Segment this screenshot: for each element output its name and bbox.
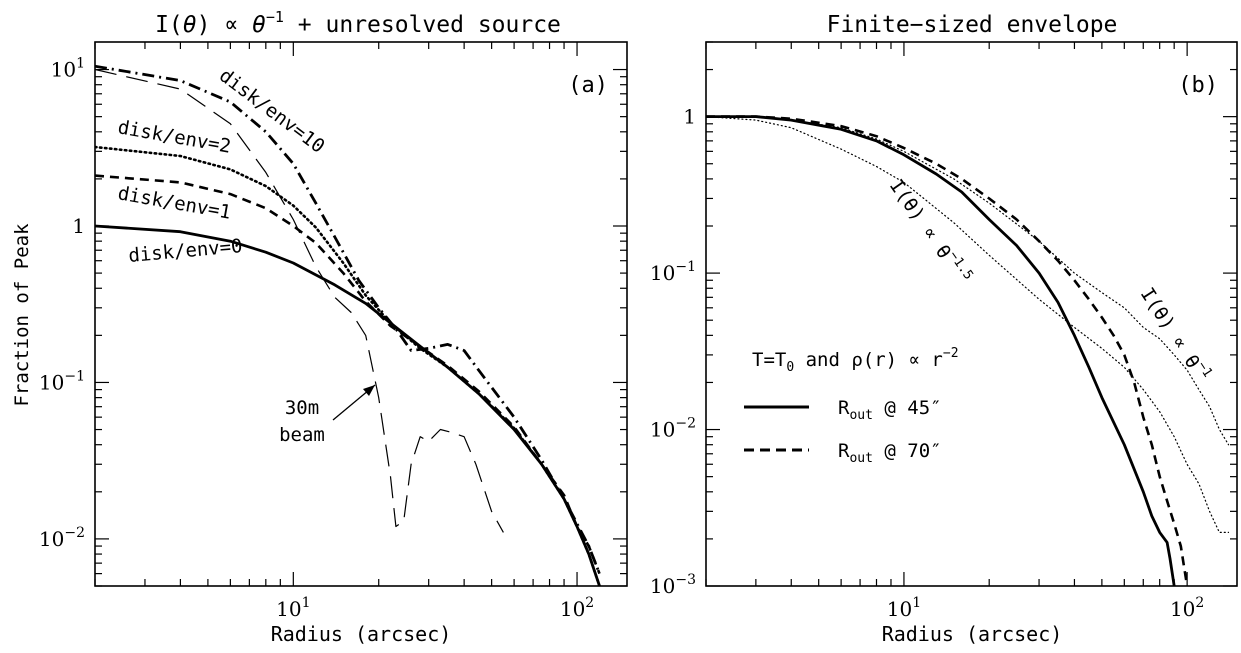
panel-a-label: (a) [568, 73, 608, 98]
x-tick-label: 101 [276, 595, 310, 621]
series-line-a-2 [95, 174, 601, 575]
y-axis-label: Fraction of Peak [11, 223, 33, 407]
series-line-b-4 [706, 115, 1230, 446]
panel-b-frame [705, 41, 1238, 587]
y-tick-label: 10−2 [650, 416, 696, 442]
panel-b-tick-labels: 101 102 10−3 10−2 10−1 1 [650, 105, 1204, 621]
y-tick-label: 1 [72, 214, 85, 238]
panel-a-ticks [94, 42, 627, 587]
panel-b-ticks [705, 41, 1237, 587]
beam-arrow [332, 384, 376, 421]
y-tick-label: 10−2 [39, 525, 85, 551]
series-line-a-4 [95, 64, 601, 575]
x-tick-label: 102 [560, 595, 594, 621]
y-tick-label: 10−1 [39, 368, 85, 394]
panel-b-title: Finite−sized envelope [827, 12, 1118, 38]
panel-b-label: (b) [1178, 73, 1218, 98]
series-line-b-2 [706, 115, 1189, 586]
series-line-a-1 [95, 224, 601, 586]
panel-a-xlabel: Radius (arcsec) [271, 622, 452, 646]
panel-a: I(θ) ∝ θ−1 + unresolved source (a) Radiu… [11, 8, 628, 646]
label-theta-1: I(θ) ∝ θ−1 [1136, 282, 1215, 385]
label-beam-line2: beam [279, 424, 325, 446]
x-tick-label: 101 [887, 595, 921, 621]
legend: T=T0 and ρ(r) ∝ r−2 Rout @ 45″ Rout @ 70… [744, 346, 959, 466]
panel-b-series [706, 115, 1230, 586]
panel-b-xlabel: Radius (arcsec) [882, 622, 1063, 646]
panel-a-tick-labels: 101 102 10−2 10−1 1 101 [39, 56, 594, 621]
x-tick-label: 102 [1170, 595, 1204, 621]
legend-entry-45: Rout @ 45″ [838, 397, 942, 423]
series-line-a-5 [95, 68, 504, 533]
y-tick-label: 1 [683, 105, 696, 129]
label-disk-env-10: disk/env=10 [215, 64, 329, 157]
series-line-b-1 [706, 115, 1176, 586]
panel-a-series [95, 64, 601, 586]
y-tick-label: 10−3 [650, 572, 696, 598]
panel-a-title: I(θ) ∝ θ−1 + unresolved source [155, 8, 561, 38]
panel-b: Finite−sized envelope (b) Radius (arcsec… [650, 12, 1238, 646]
label-disk-env-1: disk/env=1 [116, 182, 232, 224]
label-disk-env-0: disk/env=0 [128, 235, 244, 267]
y-tick-label: 101 [51, 56, 85, 82]
label-beam-line1: 30m [285, 397, 319, 419]
series-line-b-3 [706, 115, 1230, 534]
y-tick-label: 10−1 [650, 259, 696, 285]
legend-header: T=T0 and ρ(r) ∝ r−2 [752, 346, 959, 375]
panel-a-frame [94, 41, 628, 587]
legend-entry-70: Rout @ 70″ [838, 440, 942, 466]
